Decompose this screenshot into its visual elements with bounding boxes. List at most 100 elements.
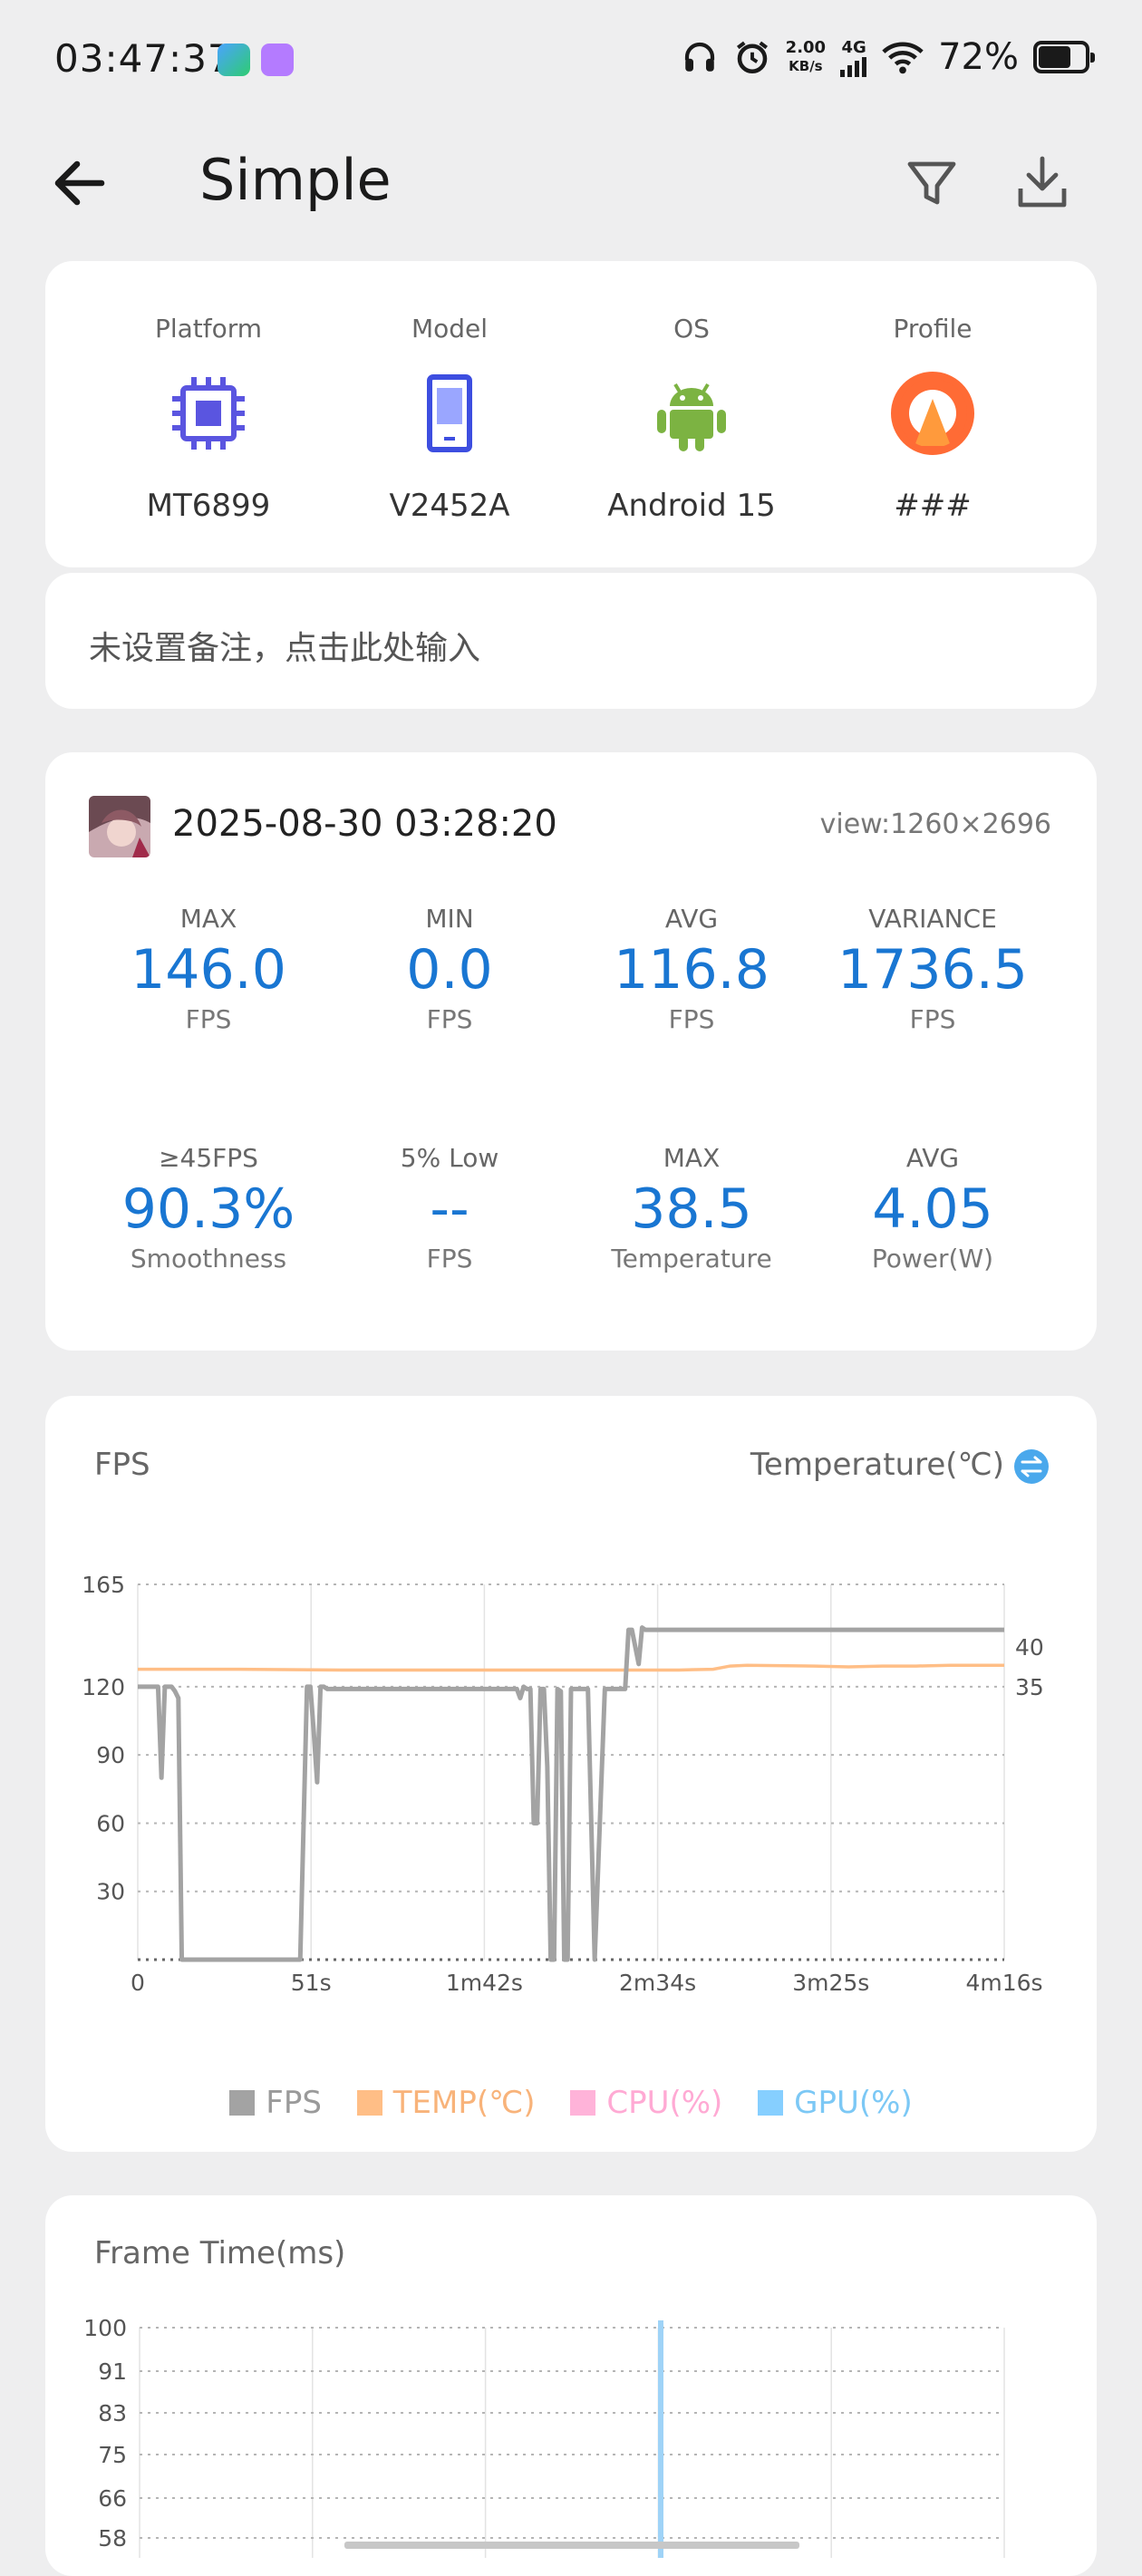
legend-gpu[interactable]: GPU(%) [758,2085,913,2121]
network-type: 4G [841,37,866,57]
ft-y-tick: 83 [98,2400,127,2426]
frame-time-chart-card: Frame Time(ms) 100 91 83 75 66 58 [45,2195,1097,2576]
info-value: V2452A [389,488,510,524]
legend-swatch [758,2090,784,2116]
stat-unit: FPS [426,1244,473,1273]
stat-value: 146.0 [131,938,286,1002]
fps-chart-y-ticks: 165 120 90 60 30 [82,1572,125,1905]
stat-label: AVG [664,904,719,934]
stat-unit: FPS [668,1004,715,1034]
download-icon[interactable] [1010,150,1075,216]
stat-unit: FPS [426,1004,473,1034]
ft-y-tick: 75 [98,2442,127,2468]
session-resolution: view:1260×2696 [819,809,1051,840]
stat-value: 4.05 [872,1177,993,1241]
chip-icon [172,377,245,450]
page-title: Simple [199,147,392,213]
stat-value: -- [430,1177,469,1241]
legend-cpu[interactable]: CPU(%) [570,2085,722,2121]
legend-swatch [229,2090,256,2116]
profile-icon [891,372,974,455]
device-info-card: Platform MT6899 Model V2452A OS [45,261,1097,567]
legend-temp[interactable]: TEMP(℃) [356,2085,536,2121]
stat-label: MIN [425,904,474,934]
session-datetime: 2025-08-30 03:28:20 [172,803,557,845]
stat-value: 90.3% [121,1177,295,1241]
cell-signal: 4G [840,38,867,77]
stat-max-fps: MAX 146.0 FPS [88,903,329,1035]
fps-chart-temp-ticks: 40 35 [1015,1634,1044,1700]
fps-x-tick: 2m34s [619,1970,696,1996]
stat-avg-fps: AVG 116.8 FPS [571,903,812,1035]
stat-label: VARIANCE [868,904,997,934]
info-label: Profile [893,314,973,344]
legend-label: TEMP(℃) [392,2085,536,2121]
note-placeholder: 未设置备注，点击此处输入 [89,630,481,667]
fps-x-tick: 3m25s [792,1970,869,1996]
info-label: Platform [154,314,263,344]
info-value: Android 15 [607,488,776,524]
status-indicators: 2.00 KB/s 4G 72% [681,34,1095,80]
filter-icon[interactable] [899,150,964,216]
status-time: 03:47:37 [54,36,233,81]
session-stats-card: 2025-08-30 03:28:20 view:1260×2696 MAX 1… [45,752,1097,1351]
stat-value: 0.0 [406,938,493,1002]
android-icon [657,383,726,451]
stat-max-temperature: MAX 38.5 Temperature [571,1142,812,1274]
stat-smoothness: ≥45FPS 90.3% Smoothness [88,1142,329,1274]
stat-value: 116.8 [614,938,769,1002]
battery-level [1039,46,1070,68]
stat-unit: Temperature [611,1244,772,1273]
legend-fps[interactable]: FPS [229,2085,322,2121]
note-input[interactable]: 未设置备注，点击此处输入 [45,573,1097,709]
stat-variance: VARIANCE 1736.5 FPS [812,903,1053,1035]
battery-icon [1033,41,1095,73]
net-speed-value: 2.00 [785,38,827,57]
stat-label: 5% Low [400,1143,499,1173]
fps-y-tick: 30 [96,1879,125,1905]
frame-time-chart-title: Frame Time(ms) [94,2235,346,2271]
stat-value: 38.5 [631,1177,752,1241]
fps-x-tick: 4m16s [965,1970,1042,1996]
fps-x-tick: 0 [131,1970,145,1996]
fps-chart-legend: FPS TEMP(℃) CPU(%) GPU(%) [45,2085,1097,2124]
fps-chart-card: FPS Temperature(℃) 165 120 90 60 30 40 35 0 51… [45,1396,1097,2152]
app-notification-icon-2 [261,44,294,76]
legend-label: CPU(%) [606,2085,723,2121]
back-arrow-icon[interactable] [47,150,112,216]
stat-unit: Smoothness [130,1244,287,1273]
signal-icon [840,56,867,77]
stat-value: 1736.5 [837,938,1028,1002]
stat-unit: FPS [909,1004,956,1034]
fps-chart-x-ticks: 0 51s 1m42s 2m34s 3m25s 4m16s [131,1970,1043,1996]
fps-x-tick: 1m42s [446,1970,523,1996]
legend-label: FPS [266,2085,322,2121]
frame-time-series [344,2542,799,2549]
info-label: Model [411,314,489,344]
stat-label: MAX [663,1143,721,1173]
ft-y-tick: 66 [98,2485,127,2512]
app-notification-icon [218,44,250,76]
frame-time-chart: 100 91 83 75 66 58 [83,2315,1005,2558]
app-bar: Simple [0,123,1142,250]
headphones-icon [684,42,714,72]
status-bar: 03:47:37 2.00 KB/s 4G [0,0,1142,123]
info-label: OS [673,314,710,344]
temp-y-tick: 35 [1015,1674,1044,1700]
stat-label: ≥45FPS [159,1143,258,1173]
fps-y-tick: 120 [82,1674,125,1700]
fps-y-tick: 60 [96,1810,125,1836]
stat-5pct-low: 5% Low -- FPS [329,1142,570,1274]
stat-label: MAX [179,904,237,934]
legend-swatch [356,2090,382,2116]
game-avatar [89,796,150,857]
stat-min-fps: MIN 0.0 FPS [329,903,570,1035]
info-value: MT6899 [146,488,271,524]
swap-axis-icon[interactable] [1013,1448,1050,1485]
stat-unit: FPS [185,1004,232,1034]
temp-y-tick: 40 [1015,1634,1044,1661]
stat-label: AVG [905,1143,960,1173]
fps-y-tick: 165 [82,1572,125,1598]
wifi-icon [882,42,924,74]
fps-x-tick: 51s [291,1970,332,1996]
